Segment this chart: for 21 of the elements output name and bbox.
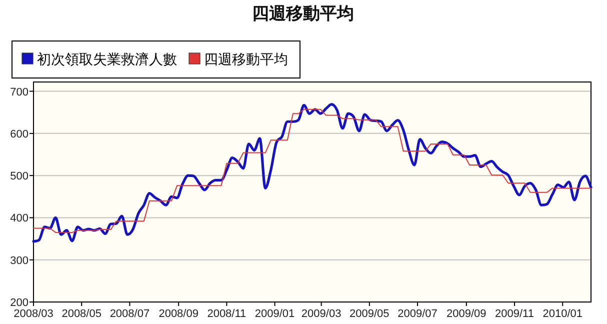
x-tick-label: 2008/03 [14,308,54,320]
y-tick-label: 500 [10,170,28,183]
x-tick-label: 2009/11 [495,308,534,320]
x-tick-label: 2008/11 [207,308,246,320]
x-tick-label: 2009/09 [446,308,486,320]
x-tick-label: 2008/05 [62,308,102,320]
x-tick-label: 2009/01 [254,308,295,320]
y-tick-label: 200 [10,297,28,309]
y-tick-label: 600 [10,128,28,140]
legend-label: 初次領取失業救濟人數 [37,51,177,67]
x-tick-label: 2008/07 [110,308,150,320]
y-tick-label: 700 [10,86,28,98]
x-tick-label: 2010/01 [542,308,582,320]
x-tick-label: 2008/09 [158,308,198,320]
x-tick-label: 2009/07 [398,308,438,320]
y-tick-label: 300 [10,254,28,267]
x-tick-label: 2009/03 [301,308,342,320]
legend-label: 四週移動平均 [204,51,288,67]
chart-title: 四週移動平均 [252,4,354,23]
y-tick-label: 400 [10,212,28,225]
x-tick-label: 2009/05 [350,308,390,320]
